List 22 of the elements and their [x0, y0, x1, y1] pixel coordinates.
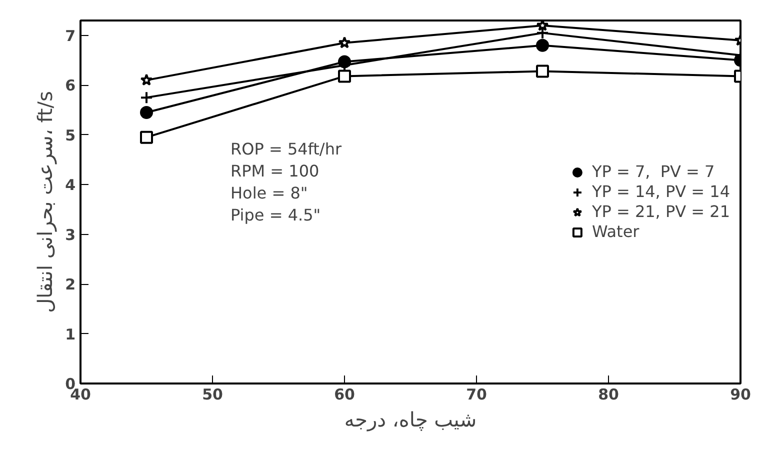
- legend-label: YP = 21, PV = 21: [592, 202, 730, 221]
- legend-label: Water: [592, 222, 640, 241]
- annotation: ROP = 54ft/hr: [230, 140, 342, 158]
- y-axis-title: سرعت بحرانی انتقال، ft/s: [33, 91, 58, 313]
- legend-label: YP = 7, PV = 7: [592, 162, 715, 181]
- y-tick-label: 1: [65, 325, 76, 344]
- x-axis-title: شیب چاه، درجه: [344, 408, 477, 432]
- annotation: Hole = 8": [230, 184, 308, 202]
- x-tick-label: 70: [466, 386, 487, 404]
- x-tick-label: 50: [202, 386, 223, 404]
- y-tick-label: 3: [65, 226, 76, 244]
- y-tick-label: 2: [65, 276, 76, 294]
- y-tick-label: 5: [65, 126, 76, 144]
- annotation: Pipe = 4.5": [230, 206, 321, 224]
- y-tick-label: 7: [65, 26, 76, 45]
- y-tick-label: 6: [65, 76, 76, 95]
- legend-label: YP = 14, PV = 14: [592, 182, 730, 201]
- annotation: RPM = 100: [230, 162, 320, 180]
- y-tick-label: 4: [65, 176, 76, 194]
- x-tick-label: 60: [334, 386, 355, 404]
- x-tick-label: 90: [730, 386, 751, 404]
- x-tick-label: 80: [598, 386, 619, 404]
